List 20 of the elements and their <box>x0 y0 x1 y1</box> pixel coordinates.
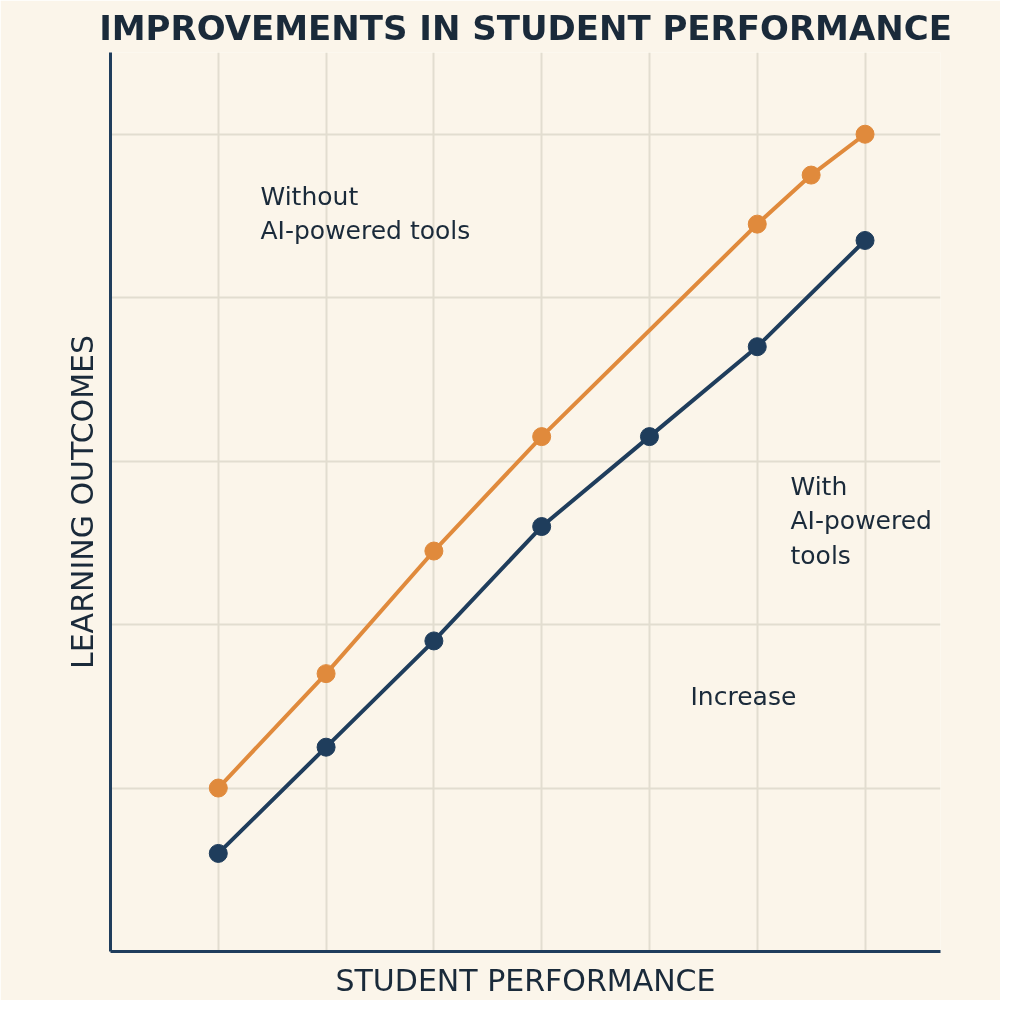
point <box>801 165 821 185</box>
chart-title: IMPROVEMENTS IN STUDENT PERFORMANCE <box>99 7 952 48</box>
point <box>639 427 659 447</box>
point <box>855 230 875 250</box>
y-axis-title: LEARNING OUTCOMES <box>64 334 100 670</box>
point <box>424 631 444 651</box>
point <box>747 337 767 357</box>
point <box>747 214 767 234</box>
annotation: Increase <box>690 681 797 711</box>
point <box>316 664 336 684</box>
point <box>208 843 228 863</box>
point <box>208 778 228 798</box>
point <box>532 517 552 536</box>
annotation: Without AI-powered tools <box>260 181 471 246</box>
point <box>855 124 875 144</box>
x-axis-title: STUDENT PERFORMANCE <box>335 962 716 998</box>
point <box>532 427 552 447</box>
annotation: With AI-powered tools <box>790 471 932 571</box>
point <box>316 737 336 757</box>
point <box>424 541 444 561</box>
